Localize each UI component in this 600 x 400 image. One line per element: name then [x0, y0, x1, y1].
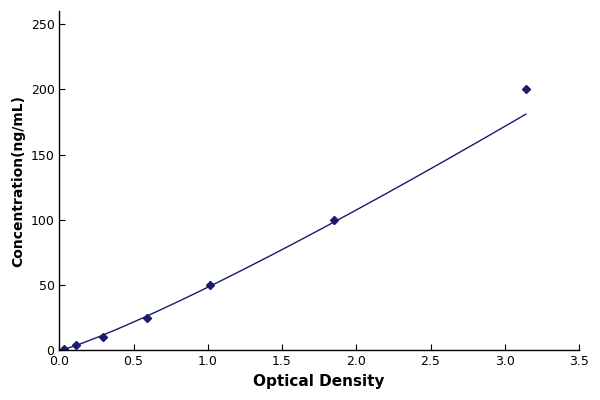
Y-axis label: Concentration(ng/mL): Concentration(ng/mL)	[11, 95, 25, 267]
X-axis label: Optical Density: Optical Density	[253, 374, 385, 389]
